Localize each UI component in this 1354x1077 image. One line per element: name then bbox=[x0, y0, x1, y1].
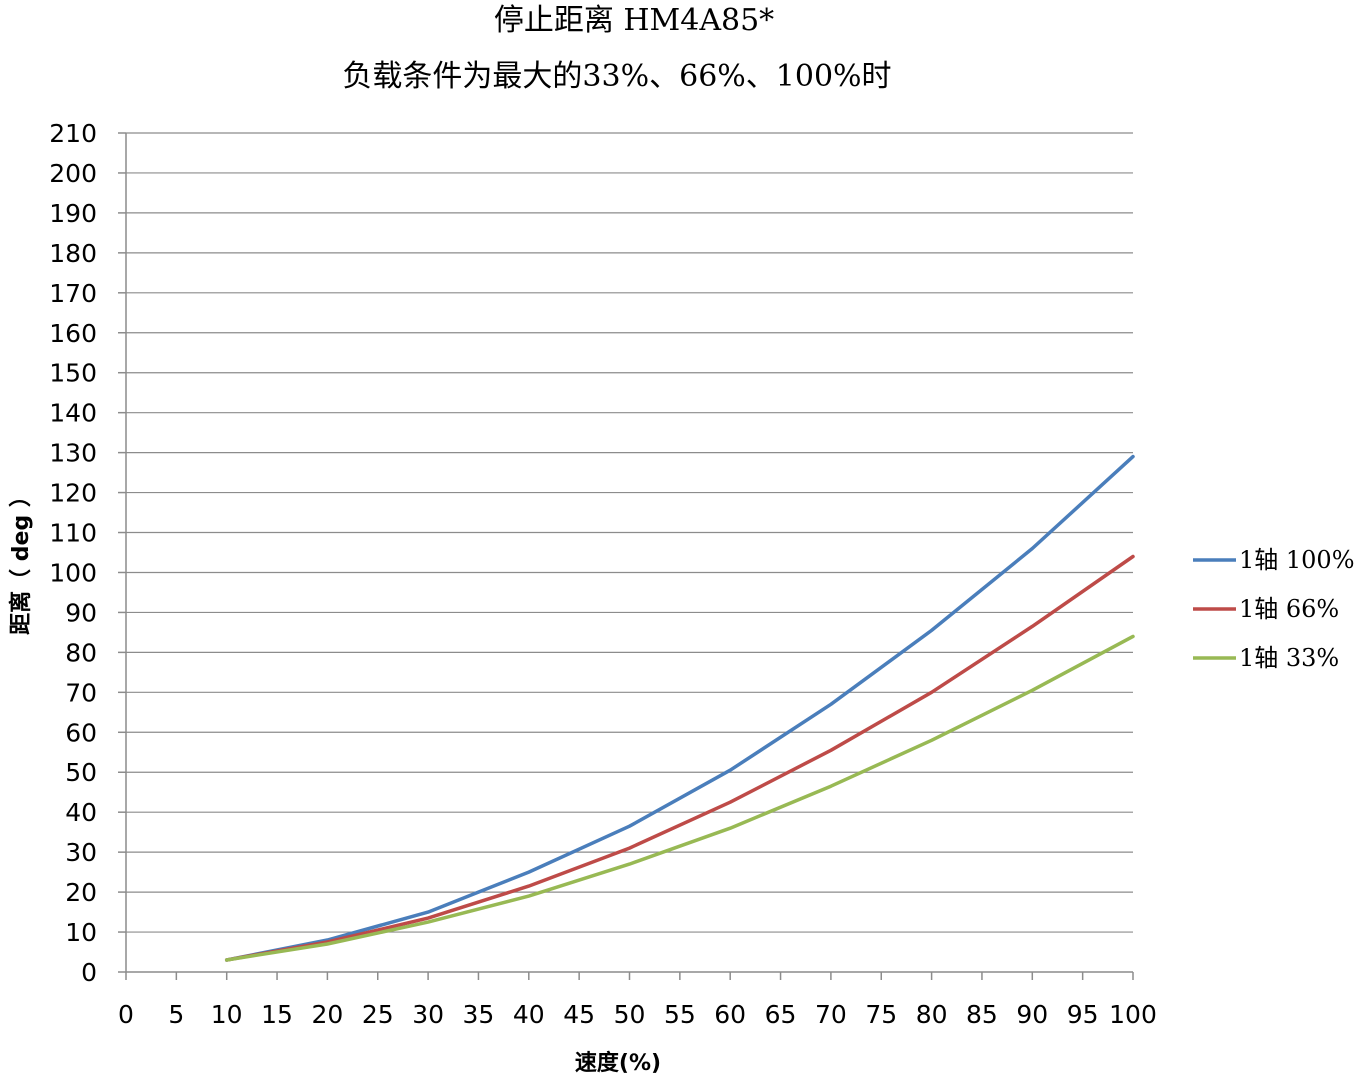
x-tick-label: 50 bbox=[614, 1000, 646, 1029]
legend-label: 1轴 100% bbox=[1239, 546, 1354, 574]
x-tick-label: 10 bbox=[211, 1000, 243, 1029]
y-tick-label: 110 bbox=[49, 519, 97, 548]
y-tick-label: 100 bbox=[49, 558, 97, 587]
x-tick-label: 5 bbox=[168, 1000, 184, 1029]
x-tick-label: 30 bbox=[412, 1000, 444, 1029]
series-lines bbox=[224, 454, 1135, 962]
gridlines bbox=[126, 132, 1133, 933]
y-tick-label: 190 bbox=[49, 199, 97, 228]
y-tick-label: 20 bbox=[65, 878, 97, 907]
x-tick-label: 20 bbox=[311, 1000, 343, 1029]
x-tick-label: 100 bbox=[1109, 1000, 1157, 1029]
x-tick-label: 55 bbox=[664, 1000, 696, 1029]
y-tick-label: 10 bbox=[65, 918, 97, 947]
y-tick-label: 90 bbox=[65, 598, 97, 627]
legend-label: 1轴 33% bbox=[1239, 644, 1339, 672]
chart-title: 停止距离 HM4A85* bbox=[494, 3, 774, 38]
x-tick-label: 35 bbox=[463, 1000, 495, 1029]
y-tick-label: 50 bbox=[65, 758, 97, 787]
y-axis-label: 距离（ deg ） bbox=[8, 485, 34, 635]
x-tick-label: 25 bbox=[362, 1000, 394, 1029]
x-tick-label: 90 bbox=[1016, 1000, 1048, 1029]
x-tick-label: 45 bbox=[563, 1000, 595, 1029]
y-tick-label: 70 bbox=[65, 678, 97, 707]
y-tick-label: 120 bbox=[49, 479, 97, 508]
legend-label: 1轴 66% bbox=[1239, 595, 1339, 623]
x-tick-labels: 0 5 10 15 20 25 30 35 40 45 50 55 60 65 70 75 80 85 90 95 10… bbox=[118, 1000, 1157, 1029]
y-tick-label: 60 bbox=[65, 718, 97, 747]
series-line-0 bbox=[224, 454, 1135, 962]
y-tick-label: 40 bbox=[65, 798, 97, 827]
x-tick-label: 15 bbox=[261, 1000, 293, 1029]
x-tick-label: 80 bbox=[916, 1000, 948, 1029]
y-tick-label: 30 bbox=[65, 838, 97, 867]
x-tick-label: 40 bbox=[513, 1000, 545, 1029]
x-tick-label: 60 bbox=[714, 1000, 746, 1029]
x-tick-label: 75 bbox=[865, 1000, 897, 1029]
y-tick-label: 80 bbox=[65, 638, 97, 667]
chart-subtitle: 负载条件为最大的33%、66%、100%时 bbox=[342, 59, 891, 94]
y-tick-label: 150 bbox=[49, 359, 97, 388]
y-tick-label: 160 bbox=[49, 319, 97, 348]
y-tick-label: 170 bbox=[49, 279, 97, 308]
axes bbox=[118, 132, 1134, 980]
y-tick-labels: 0 10 20 30 40 50 60 70 80 90 100 110 120 130 140 150 160… bbox=[49, 119, 97, 987]
x-tick-label: 95 bbox=[1067, 1000, 1099, 1029]
x-tick-label: 65 bbox=[765, 1000, 797, 1029]
y-tick-label: 140 bbox=[49, 399, 97, 428]
y-tick-label: 200 bbox=[49, 159, 97, 188]
x-tick-label: 0 bbox=[118, 1000, 134, 1029]
x-tick-label: 85 bbox=[966, 1000, 998, 1029]
y-tick-label: 0 bbox=[81, 958, 97, 987]
y-tick-label: 180 bbox=[49, 239, 97, 268]
series-line-1 bbox=[224, 554, 1135, 962]
y-tick-label: 130 bbox=[49, 439, 97, 468]
legend: 1轴 100% 1轴 66% 1轴 33% bbox=[1193, 546, 1354, 672]
y-tick-label: 210 bbox=[49, 119, 97, 148]
series-line-2 bbox=[224, 634, 1135, 962]
x-axis-label: 速度(%) bbox=[575, 1050, 661, 1076]
x-tick-label: 70 bbox=[815, 1000, 847, 1029]
